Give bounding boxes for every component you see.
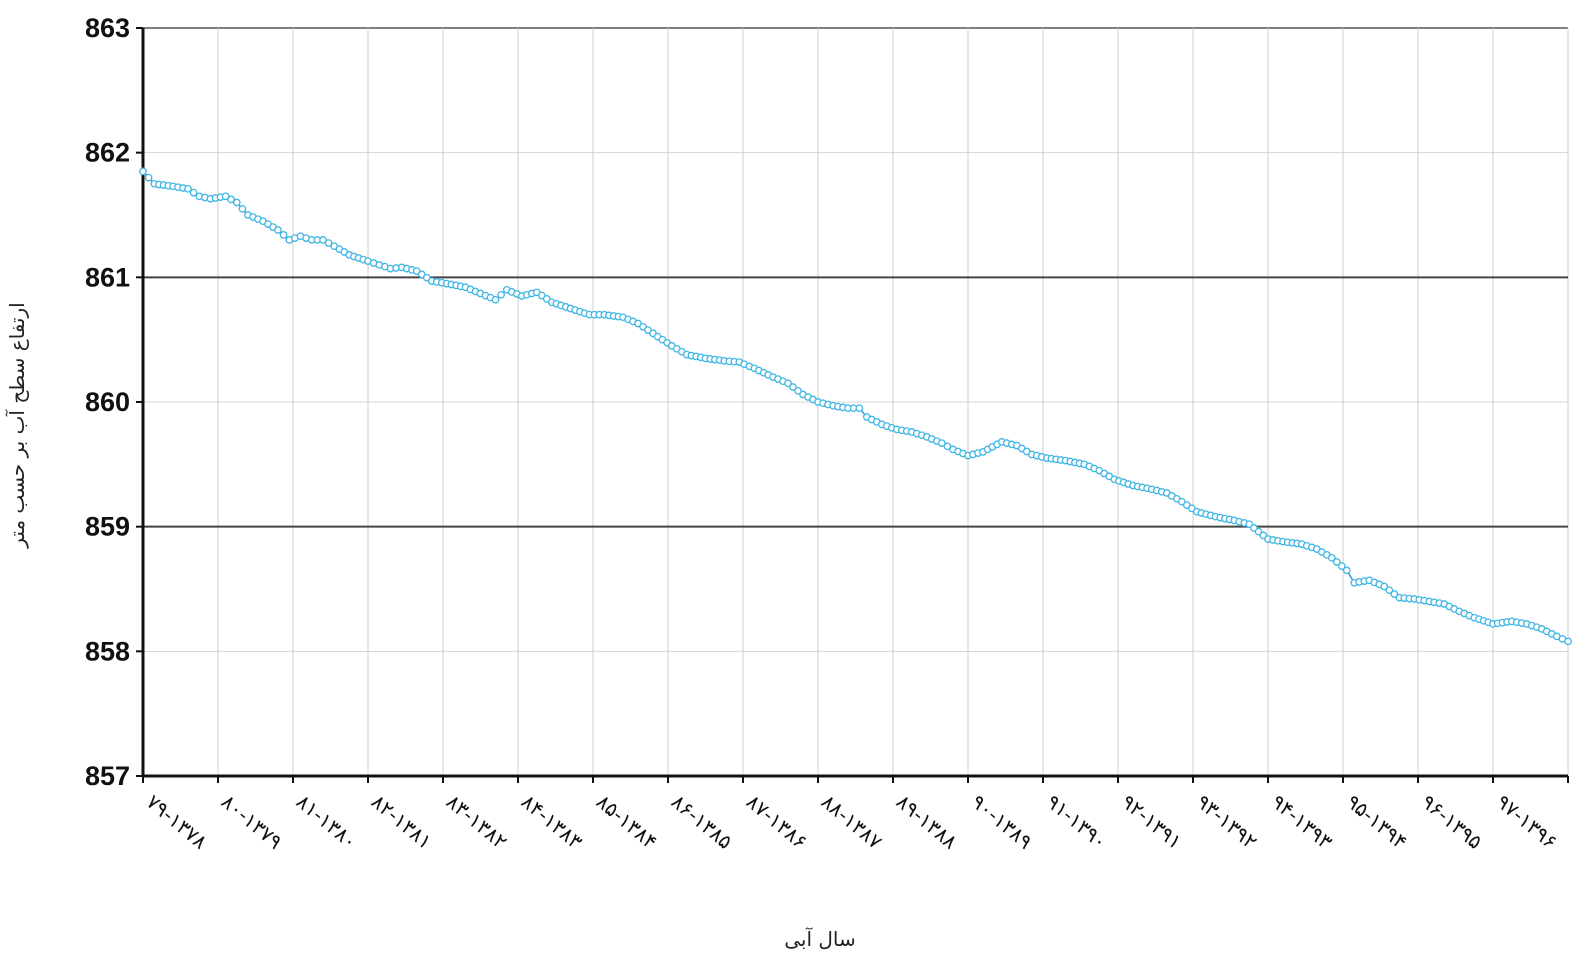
grid-lines (143, 27, 1569, 776)
data-point (227, 195, 235, 204)
series-layer (139, 167, 1572, 646)
data-point (789, 383, 797, 391)
x-tick-labels: ۷۹-۱۳۷۸ ۸۰-۱۳۷۹ ۸۱-۱۳۸۰ ۸۲-۱۳۸۱ ۸۳-۱۳۸۲ ۸۴-۱۳… (142, 776, 1569, 854)
x-tick-label: ۹۲-۱۳۹۱ (1117, 789, 1187, 853)
data-point (274, 226, 282, 234)
data-point (943, 442, 952, 451)
reference-lines (143, 276, 1568, 528)
data-point (238, 204, 247, 213)
y-tick-label: 860 (85, 387, 130, 417)
data-point (1332, 558, 1341, 566)
y-tick-label: 858 (85, 636, 130, 666)
data-point (279, 231, 288, 239)
data-point (1380, 582, 1389, 591)
x-tick-label: ۸۰-۱۳۷۹ (217, 789, 287, 853)
data-point (319, 236, 327, 244)
y-tick-label: 859 (85, 512, 130, 542)
data-point (144, 173, 153, 182)
data-point (139, 167, 147, 176)
x-tick-label: ۸۳-۱۳۸۲ (442, 789, 512, 853)
x-tick-label: ۹۱-۱۳۹۰ (1042, 789, 1112, 853)
data-point (184, 184, 192, 193)
data-point (937, 439, 946, 447)
data-point (324, 239, 333, 247)
x-tick-label: ۹۴-۱۳۹۳ (1267, 789, 1338, 854)
x-tick-label: ۹۷-۱۳۹۶ (1492, 789, 1562, 853)
data-point (784, 379, 792, 388)
data-point (491, 295, 500, 304)
y-tick-label: 862 (85, 138, 130, 168)
data-point (497, 290, 505, 299)
x-tick-label: ۸۶-۱۳۸۵ (667, 789, 737, 853)
x-tick-label: ۹۶-۱۳۹۵ (1417, 789, 1487, 853)
y-tick-labels: 857 858 859 860 861 862 863 (85, 13, 143, 791)
data-point (189, 188, 198, 197)
y-axis-label: ارتفاع سطح آب بر حسب متر (4, 302, 29, 548)
y-tick-label: 861 (85, 262, 130, 292)
x-tick-label: ۹۰-۱۳۸۹ (967, 789, 1037, 853)
data-point (1385, 586, 1394, 595)
data-point (232, 198, 241, 207)
x-tick-label: ۹۳-۱۳۹۲ (1192, 789, 1262, 853)
x-tick-label: ۸۱-۱۳۸۰ (292, 789, 362, 853)
x-tick-label: ۸۴-۱۳۸۳ (517, 789, 588, 854)
data-point (221, 192, 230, 201)
data-point (1564, 637, 1572, 646)
data-point (1337, 562, 1346, 570)
data-point (1342, 566, 1351, 575)
x-tick-label: ۸۵-۱۳۸۴ (592, 789, 662, 853)
x-tick-label: ۸۹-۱۳۸۸ (892, 789, 963, 854)
x-tick-label: ۸۲-۱۳۸۱ (367, 789, 437, 853)
y-tick-label: 863 (85, 13, 130, 43)
x-tick-label: ۹۵-۱۳۹۴ (1342, 789, 1412, 853)
data-point (855, 404, 864, 413)
x-tick-label: ۸۸-۱۳۸۷ (817, 789, 888, 854)
data-point (1390, 590, 1399, 598)
data-point (794, 386, 802, 395)
x-axis-label: سال آبی (784, 926, 856, 951)
y-tick-label: 857 (85, 761, 130, 791)
x-tick-label: ۷۹-۱۳۷۸ (142, 789, 213, 854)
data-point (1327, 553, 1336, 562)
x-tick-label: ۸۷-۱۳۸۶ (742, 789, 812, 853)
